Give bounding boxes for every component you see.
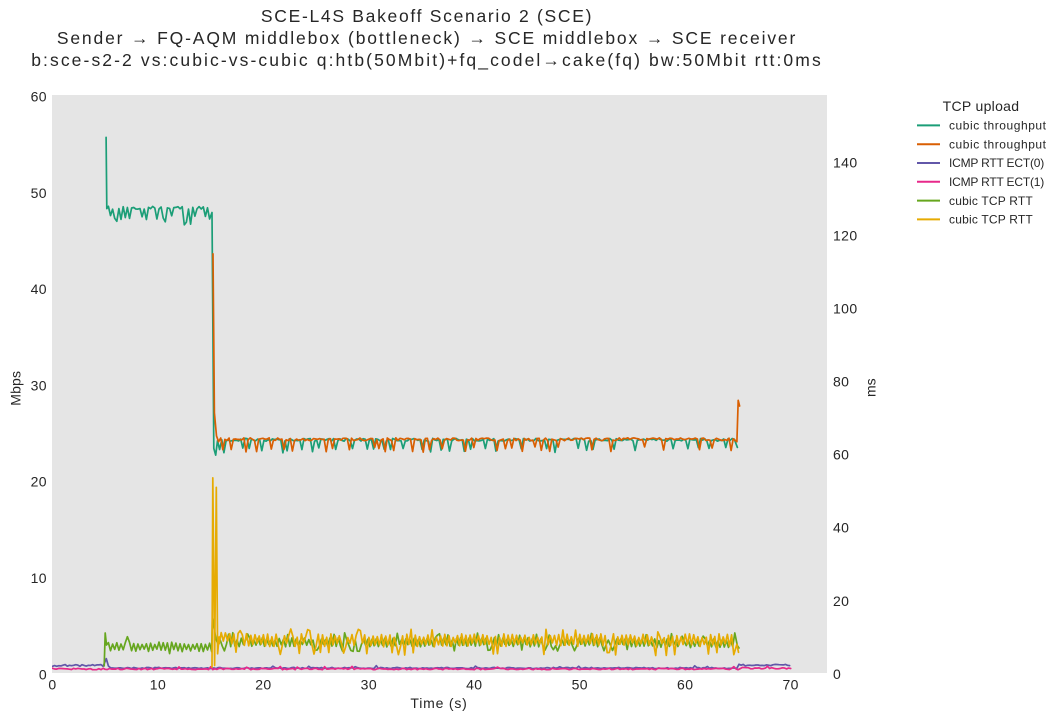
svg-text:30: 30 <box>31 377 47 393</box>
svg-text:20: 20 <box>833 593 849 609</box>
svg-text:60: 60 <box>833 447 849 463</box>
svg-text:10: 10 <box>31 570 47 586</box>
svg-text:0: 0 <box>833 666 841 682</box>
svg-text:50: 50 <box>572 677 588 693</box>
svg-text:ms: ms <box>863 378 879 397</box>
svg-text:SCE-L4S Bakeoff Scenario 2 (SC: SCE-L4S Bakeoff Scenario 2 (SCE) <box>261 6 593 26</box>
svg-text:Sender → FQ-AQM middlebox (bot: Sender → FQ-AQM middlebox (bottleneck) →… <box>57 28 797 48</box>
svg-text:cubic throughput: cubic throughput <box>949 119 1047 133</box>
svg-text:40: 40 <box>466 677 482 693</box>
svg-text:ICMP RTT ECT(0): ICMP RTT ECT(0) <box>949 156 1044 170</box>
svg-text:60: 60 <box>31 88 47 104</box>
svg-text:ICMP RTT ECT(1): ICMP RTT ECT(1) <box>949 175 1044 189</box>
svg-text:20: 20 <box>255 677 271 693</box>
svg-text:30: 30 <box>361 677 377 693</box>
svg-text:120: 120 <box>833 228 858 244</box>
svg-text:Mbps: Mbps <box>8 371 24 406</box>
svg-text:Time (s): Time (s) <box>410 695 467 711</box>
svg-text:TCP upload: TCP upload <box>943 98 1020 114</box>
svg-text:cubic throughput: cubic throughput <box>949 137 1047 151</box>
svg-text:60: 60 <box>677 677 693 693</box>
svg-text:140: 140 <box>833 154 858 170</box>
svg-text:0: 0 <box>48 677 56 693</box>
svg-text:cubic TCP RTT: cubic TCP RTT <box>949 194 1033 208</box>
svg-text:80: 80 <box>833 374 849 390</box>
svg-text:20: 20 <box>31 474 47 490</box>
svg-text:b:sce-s2-2 vs:cubic-vs-cubic q: b:sce-s2-2 vs:cubic-vs-cubic q:htb(50Mbi… <box>31 50 823 71</box>
svg-text:100: 100 <box>833 301 858 317</box>
svg-text:10: 10 <box>150 677 166 693</box>
svg-text:cubic TCP RTT: cubic TCP RTT <box>949 213 1033 227</box>
svg-text:40: 40 <box>833 520 849 536</box>
svg-text:40: 40 <box>31 281 47 297</box>
svg-text:50: 50 <box>31 185 47 201</box>
svg-text:70: 70 <box>783 677 799 693</box>
svg-text:0: 0 <box>39 666 47 682</box>
